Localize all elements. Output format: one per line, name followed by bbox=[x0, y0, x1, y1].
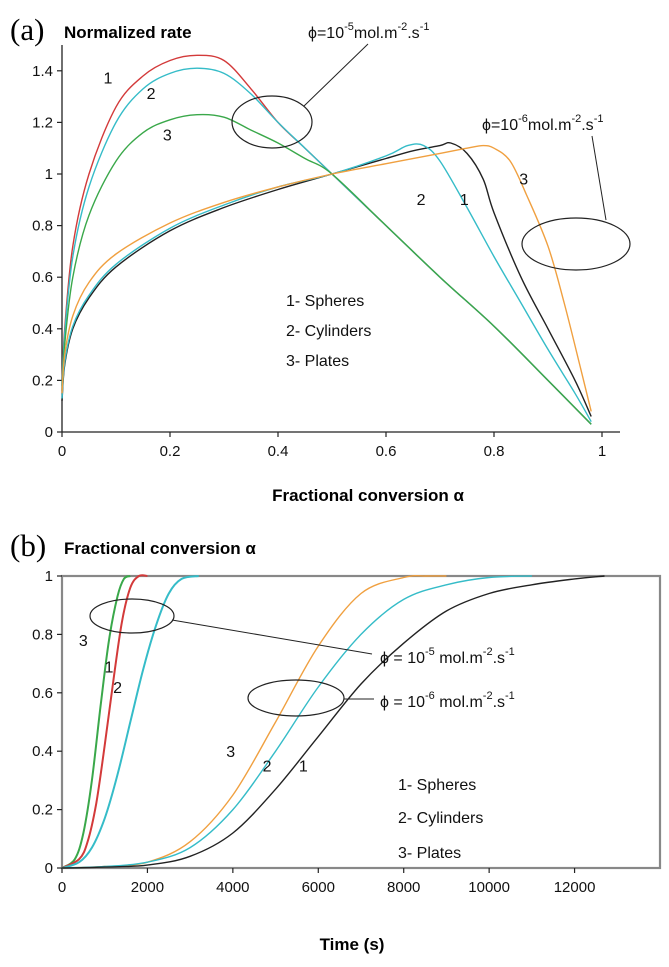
panel-b-series bbox=[61, 574, 605, 869]
panel-b-y-ticks: 0 0.2 0.4 0.6 0.8 1 bbox=[32, 568, 62, 877]
panel-a-legend-item-3: 3- Plates bbox=[286, 353, 349, 370]
panel-a-y-ticks: 0 0.2 0.4 0.6 0.8 1 1.2 1.4 bbox=[32, 63, 62, 441]
panel-b-legend-item-1: 1- Spheres bbox=[398, 777, 476, 794]
curve-number-label: 2 bbox=[263, 759, 272, 776]
y-tick-label: 0 bbox=[45, 860, 53, 877]
x-tick-label: 0 bbox=[58, 879, 66, 896]
panel-a-title: Normalized rate bbox=[64, 23, 192, 42]
curve-number-label: 3 bbox=[163, 127, 172, 144]
x-tick-label: 6000 bbox=[302, 879, 335, 896]
y-tick-label: 1 bbox=[45, 568, 53, 585]
panel-b-title: Fractional conversion α bbox=[64, 539, 256, 558]
x-tick-label: 0 bbox=[58, 443, 66, 460]
series-line-phi-low-2 bbox=[61, 575, 532, 869]
y-tick-label: 0.4 bbox=[32, 743, 53, 760]
panel-a-leader-low bbox=[591, 135, 607, 221]
y-tick-label: 0.2 bbox=[32, 372, 53, 389]
curve-number-label: 3 bbox=[226, 744, 235, 761]
y-tick-label: 0.8 bbox=[32, 218, 53, 235]
y-tick-label: 1.2 bbox=[32, 114, 53, 131]
curve-number-label: 3 bbox=[519, 171, 528, 188]
panel-a-series bbox=[61, 54, 592, 425]
x-tick-label: 10000 bbox=[468, 879, 510, 896]
panel-b-x-axis-title: Time (s) bbox=[320, 935, 385, 954]
curve-number-label: 1 bbox=[299, 759, 308, 776]
x-tick-label: 8000 bbox=[387, 879, 420, 896]
series-line-phi-high-3 bbox=[61, 575, 131, 869]
panel-a-letter: (a) bbox=[10, 12, 44, 47]
x-tick-label: 12000 bbox=[554, 879, 596, 896]
x-tick-label: 0.8 bbox=[484, 443, 505, 460]
panel-b: (b) Fractional conversion α 0 0.2 0.4 0.6 0.… bbox=[10, 528, 662, 954]
panel-a-legend-item-2: 2- Cylinders bbox=[286, 323, 371, 340]
panel-b-ellipse-high bbox=[89, 598, 175, 634]
x-tick-label: 0.6 bbox=[376, 443, 397, 460]
series-line-phi-high-2 bbox=[61, 575, 199, 869]
curve-number-label: 2 bbox=[147, 86, 156, 103]
curve-number-label: 2 bbox=[417, 192, 426, 209]
series-line-phi-high-3 bbox=[61, 113, 592, 425]
y-tick-label: 1 bbox=[45, 166, 53, 183]
panel-a-ellipse-low bbox=[521, 217, 631, 271]
panel-b-legend-item-2: 2- Cylinders bbox=[398, 810, 483, 827]
series-line-phi-low-2 bbox=[61, 143, 592, 423]
y-tick-label: 0.8 bbox=[32, 626, 53, 643]
y-tick-label: 0.2 bbox=[32, 802, 53, 819]
curve-number-label: 1 bbox=[103, 71, 112, 88]
panel-a-leader-high bbox=[303, 43, 369, 107]
panel-b-legend-item-3: 3- Plates bbox=[398, 845, 461, 862]
x-tick-label: 4000 bbox=[216, 879, 249, 896]
panel-b-ellipse-low bbox=[247, 679, 345, 717]
x-tick-label: 2000 bbox=[131, 879, 164, 896]
panel-a-legend-item-1: 1- Spheres bbox=[286, 293, 364, 310]
panel-a-x-ticks: 0 0.2 0.4 0.6 0.8 1 bbox=[58, 432, 606, 460]
panel-a-phi-low-label: ϕ=10-6mol.m-2.s-1 bbox=[482, 113, 603, 134]
y-tick-label: 0.6 bbox=[32, 269, 53, 286]
x-tick-label: 1 bbox=[598, 443, 606, 460]
panel-b-leader-high bbox=[171, 619, 373, 655]
x-tick-label: 0.4 bbox=[268, 443, 289, 460]
panel-a-curve-labels: 1 2 3 2 1 3 bbox=[103, 71, 528, 209]
panel-b-x-ticks: 0 2000 4000 6000 8000 10000 12000 bbox=[58, 868, 596, 896]
panel-a-phi-high-label: ϕ=10-5mol.m-2.s-1 bbox=[308, 21, 429, 42]
panel-b-phi-high-label: ϕ = 10-5 mol.m-2.s-1 bbox=[380, 646, 515, 667]
curve-number-label: 1 bbox=[460, 192, 469, 209]
curve-number-label: 2 bbox=[113, 680, 122, 697]
curve-number-label: 1 bbox=[105, 659, 114, 676]
panel-b-letter: (b) bbox=[10, 528, 46, 563]
curve-number-label: 3 bbox=[79, 633, 88, 650]
series-line-phi-low-3 bbox=[61, 144, 592, 412]
series-line-phi-low-3 bbox=[61, 575, 447, 869]
x-tick-label: 0.2 bbox=[160, 443, 181, 460]
panel-b-plot-frame bbox=[60, 574, 662, 870]
panel-b-phi-low-label: ϕ = 10-6 mol.m-2.s-1 bbox=[380, 690, 515, 711]
series-line-phi-low-1 bbox=[61, 575, 605, 869]
panel-a-ellipse-high bbox=[231, 95, 313, 149]
panel-a: (a) Normalized rate 0 0.2 0.4 0.6 0.8 1 1.2 1.4… bbox=[10, 12, 631, 505]
series-line-phi-low-1 bbox=[61, 141, 592, 417]
y-tick-label: 1.4 bbox=[32, 63, 53, 80]
panel-a-x-axis-title: Fractional conversion α bbox=[272, 486, 464, 505]
y-tick-label: 0 bbox=[45, 424, 53, 441]
y-tick-label: 0.4 bbox=[32, 321, 53, 338]
y-tick-label: 0.6 bbox=[32, 685, 53, 702]
series-line-phi-high-1 bbox=[61, 574, 148, 869]
